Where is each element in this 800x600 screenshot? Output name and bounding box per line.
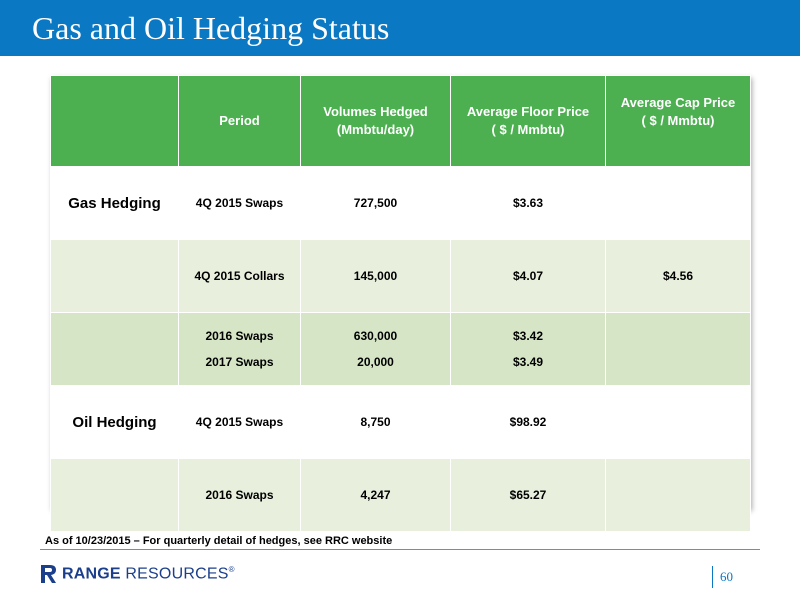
floor-price-cell: $98.92: [450, 385, 606, 459]
logo-brand-bold: RANGE: [62, 565, 121, 583]
volume-cell: 8,750: [300, 385, 451, 459]
period-line: 2017 Swaps: [205, 355, 274, 369]
cap-price-cell: [605, 166, 751, 240]
period-line: 2016 Swaps: [205, 329, 274, 343]
period-cell: 4Q 2015 Swaps: [178, 166, 301, 240]
header-category: [50, 75, 179, 167]
header-period: Period: [178, 75, 301, 167]
cap-price-cell: $4.56: [605, 239, 751, 313]
table-row: 4Q 2015 Collars 145,000 $4.07 $4.56: [50, 239, 751, 313]
header-volumes: Volumes Hedged (Mmbtu/day): [300, 75, 451, 167]
logo-brand-light: RESOURCES: [120, 565, 229, 583]
cap-price-cell: [605, 458, 751, 532]
volume-cell: 4,247: [300, 458, 451, 532]
table-row: Oil Hedging 4Q 2015 Swaps 8,750 $98.92: [50, 385, 751, 459]
floor-price-line: $3.42: [512, 329, 544, 343]
header-volumes-line1: Volumes Hedged: [323, 104, 428, 119]
floor-price-cell: $3.42 $3.49: [450, 312, 606, 386]
category-cell: [50, 239, 179, 313]
volume-cell: 630,000 20,000: [300, 312, 451, 386]
table-header-row: Period Volumes Hedged (Mmbtu/day) Averag…: [50, 75, 751, 167]
period-cell: 2016 Swaps 2017 Swaps: [178, 312, 301, 386]
slide-title: Gas and Oil Hedging Status: [32, 10, 390, 46]
category-cell: Gas Hedging: [50, 166, 179, 240]
period-cell: 4Q 2015 Collars: [178, 239, 301, 313]
period-cell: 2016 Swaps: [178, 458, 301, 532]
header-floor-price: Average Floor Price ( $ / Mmbtu): [450, 75, 606, 167]
footnote: As of 10/23/2015 – For quarterly detail …: [45, 535, 393, 547]
floor-price-cell: $4.07: [450, 239, 606, 313]
floor-price-line: $3.49: [512, 355, 544, 369]
range-resources-r-logo-icon: [41, 565, 56, 583]
table-row: 2016 Swaps 4,247 $65.27: [50, 458, 751, 532]
page-number-divider: [712, 566, 713, 588]
period-cell: 4Q 2015 Swaps: [178, 385, 301, 459]
footer-divider: [40, 549, 760, 550]
cap-price-cell: [605, 385, 751, 459]
category-cell: [50, 312, 179, 386]
header-volumes-line2: (Mmbtu/day): [336, 122, 415, 137]
volume-line: 20,000: [357, 355, 394, 369]
header-cap-line1: Average Cap Price: [620, 95, 736, 110]
hedging-table: Period Volumes Hedged (Mmbtu/day) Averag…: [50, 75, 751, 532]
volume-line: 630,000: [353, 329, 398, 343]
category-cell: Oil Hedging: [50, 385, 179, 459]
company-logo: RANGE RESOURCES®: [40, 564, 235, 584]
table-row: Gas Hedging 4Q 2015 Swaps 727,500 $3.63: [50, 166, 751, 240]
floor-price-cell: $3.63: [450, 166, 606, 240]
header-cap-price: Average Cap Price ( $ / Mmbtu): [605, 75, 751, 167]
logo-registered-mark: ®: [228, 564, 235, 574]
title-bar: Gas and Oil Hedging Status: [0, 0, 800, 56]
volume-cell: 727,500: [300, 166, 451, 240]
category-cell: [50, 458, 179, 532]
logo-text: RANGE RESOURCES®: [62, 565, 235, 583]
header-cap-line2: ( $ / Mmbtu): [641, 113, 715, 128]
header-floor-line1: Average Floor Price: [466, 104, 590, 119]
page-number: 60: [720, 569, 733, 584]
volume-cell: 145,000: [300, 239, 451, 313]
cap-price-cell: [605, 312, 751, 386]
table-row: 2016 Swaps 2017 Swaps 630,000 20,000 $3.…: [50, 312, 751, 386]
floor-price-cell: $65.27: [450, 458, 606, 532]
header-floor-line2: ( $ / Mmbtu): [491, 122, 565, 137]
